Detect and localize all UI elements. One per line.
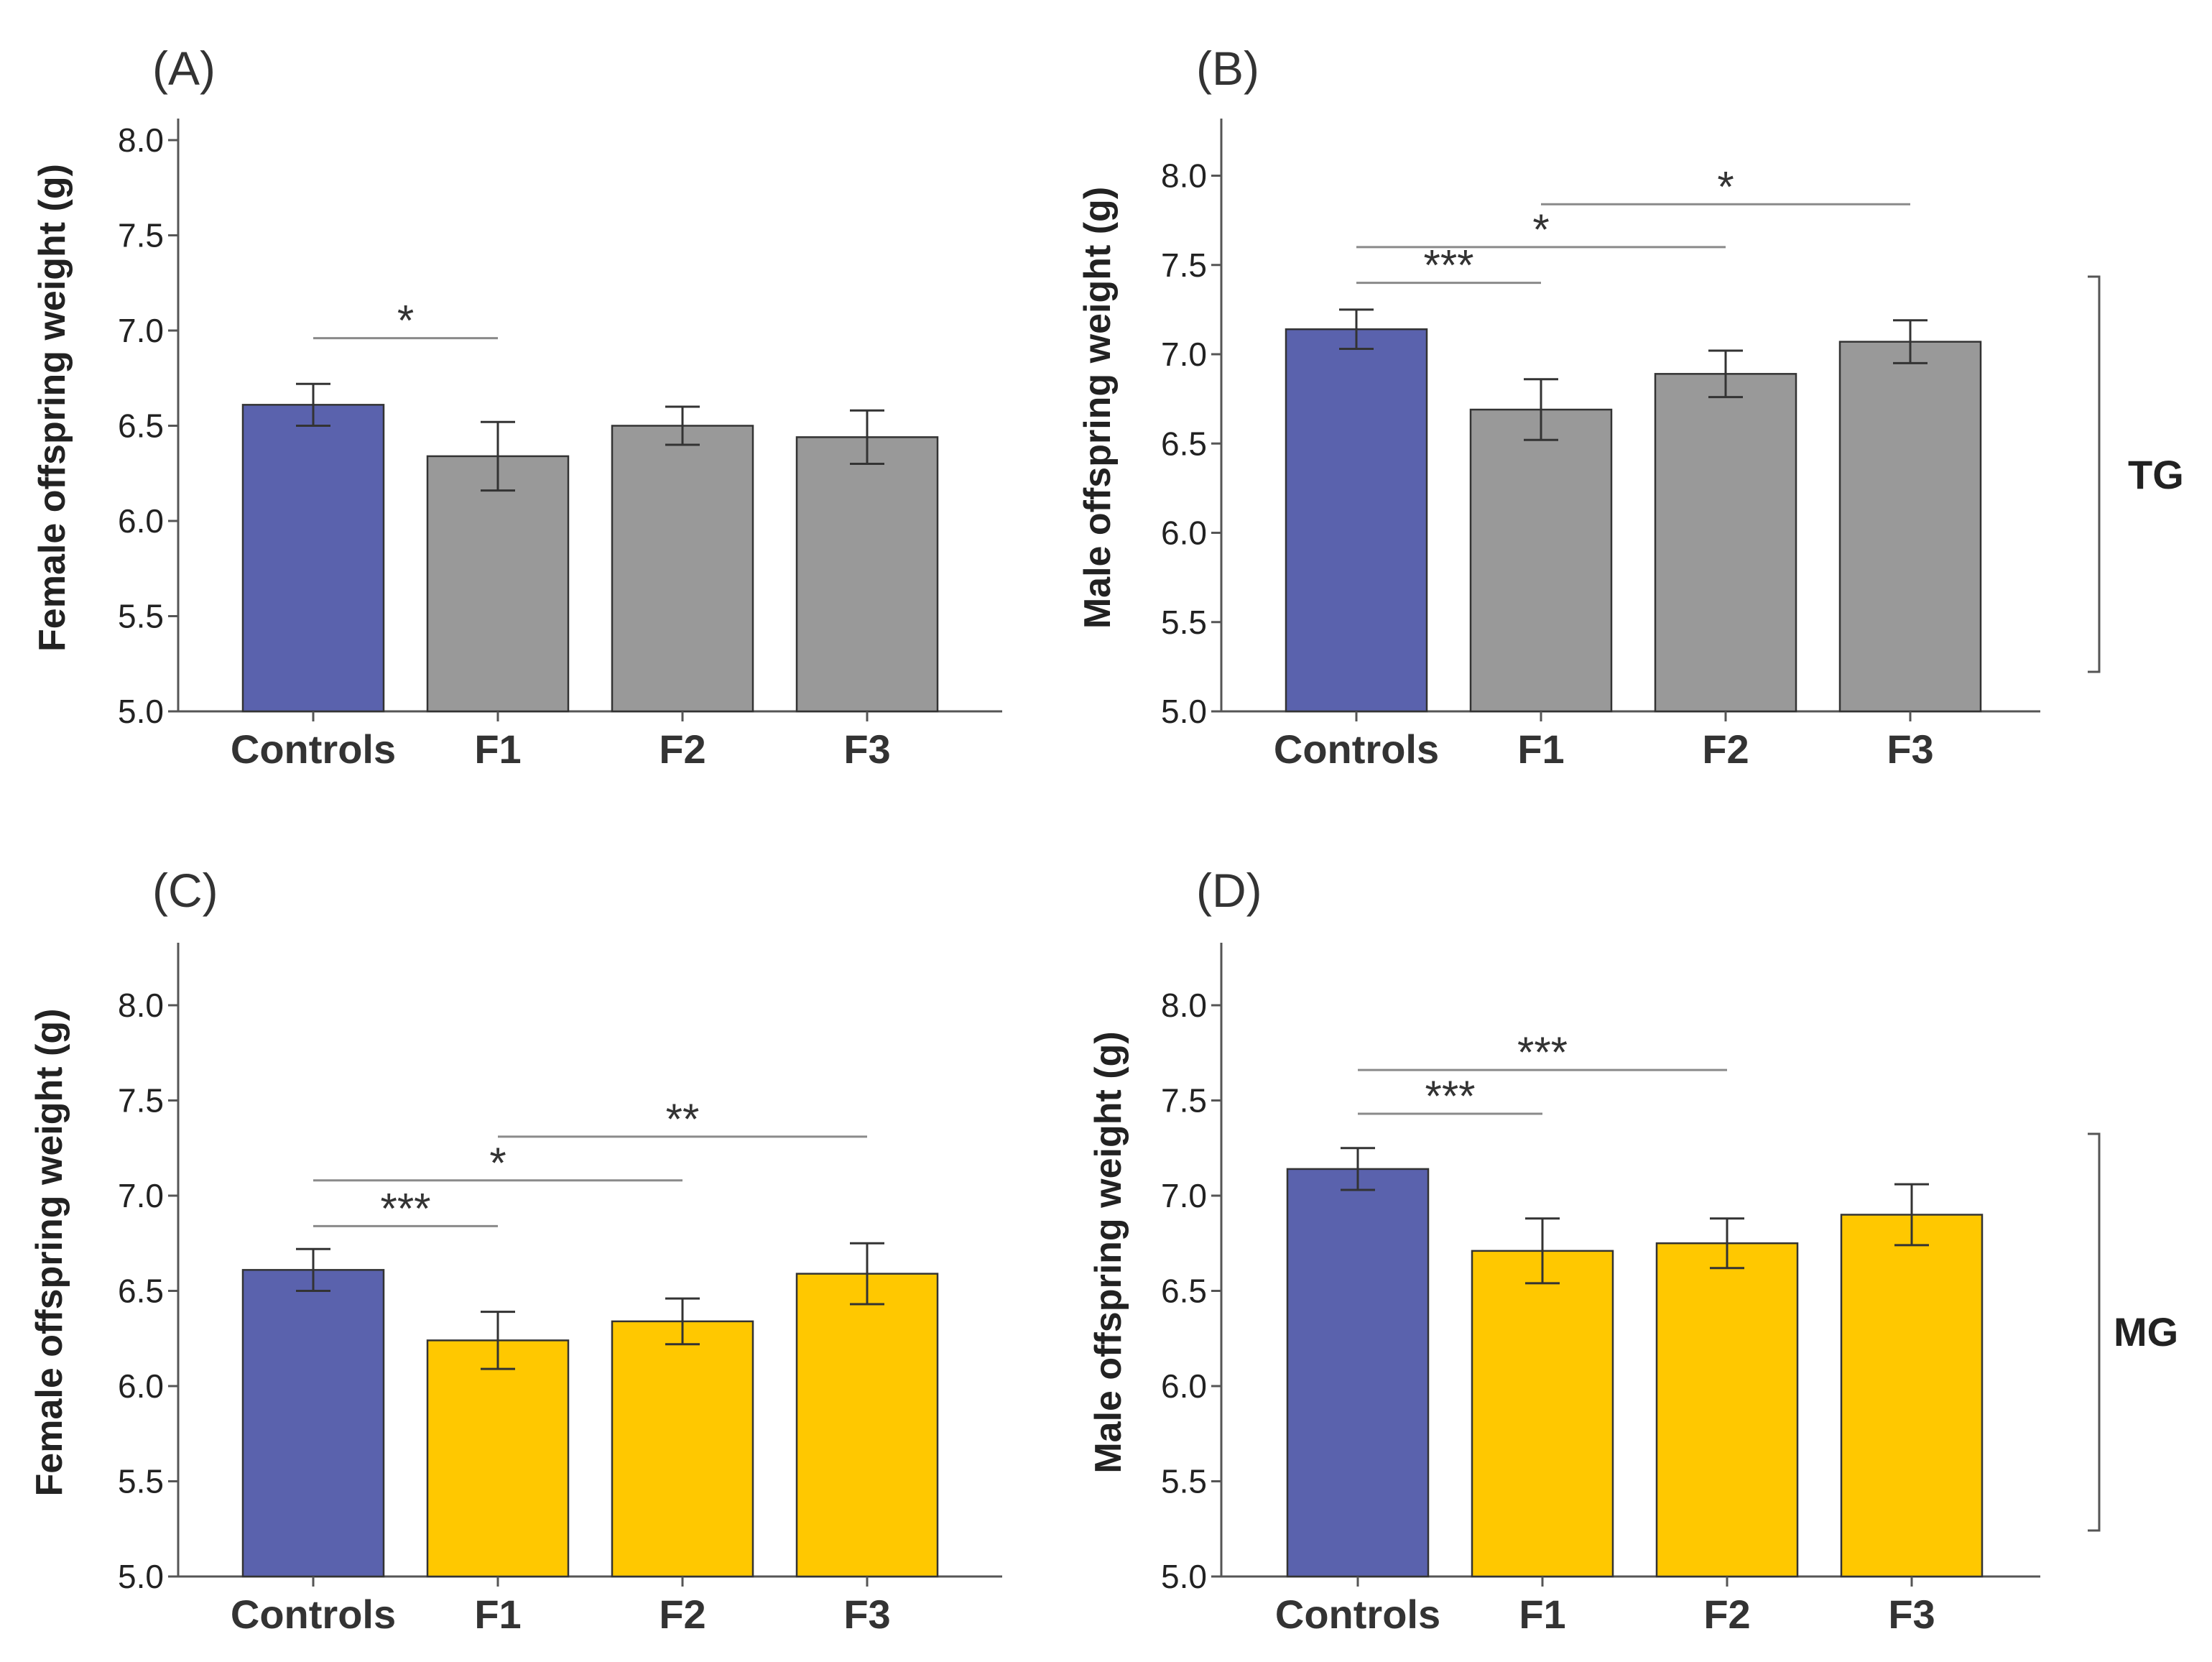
y-tick-label: 7.5: [1161, 1082, 1207, 1119]
panel-label: (A): [152, 42, 216, 95]
bar-controls: [241, 404, 385, 713]
x-tick-label: F1: [474, 1592, 521, 1637]
bar-f1: [426, 455, 570, 713]
chart-panel-4: (D) Male offspring weight (g) 5.0 5.5 6.0 6.5…: [1088, 864, 2040, 1637]
panel-label: (D): [1196, 864, 1262, 917]
tg-group-label: TG: [2128, 452, 2184, 497]
y-tick-label: 7.0: [1161, 336, 1207, 373]
y-tick-label: 8.0: [1161, 157, 1207, 195]
bar-controls: [1286, 1168, 1430, 1578]
x-tick-label: Controls: [1274, 726, 1439, 772]
y-axis-label: Male offspring weight (g): [1088, 1031, 1129, 1473]
x-tick-label: F2: [659, 1592, 705, 1637]
y-tick-label: 5.5: [1161, 1463, 1207, 1500]
bar-f1: [1469, 408, 1613, 713]
bar-f2: [1655, 1242, 1799, 1578]
chart-panels: (A) Female offspring weight (g) 5.0 5.5 6.0 6…: [29, 42, 2040, 1637]
bar-f3: [1838, 341, 1982, 713]
y-tick-label: 6.5: [1161, 425, 1207, 462]
y-tick-label: 6.0: [118, 502, 164, 540]
panel-label: (C): [152, 864, 218, 917]
x-tick-label: Controls: [231, 1592, 396, 1637]
x-tick-label: F3: [843, 726, 890, 772]
significance-label: *: [1532, 206, 1549, 254]
bar-f2: [611, 1320, 754, 1578]
significance-label: *: [397, 297, 414, 345]
bar-f1: [1471, 1250, 1614, 1578]
significance-label: **: [666, 1095, 700, 1143]
y-tick-label: 5.0: [1161, 1558, 1207, 1595]
bar-f3: [1840, 1214, 1984, 1578]
y-tick-label: 8.0: [118, 987, 164, 1024]
y-tick-label: 6.0: [1161, 514, 1207, 552]
y-tick-label: 7.0: [118, 1177, 164, 1214]
significance-label: ***: [1517, 1028, 1568, 1076]
x-tick-label: F1: [1519, 1592, 1565, 1637]
mg-group-label: MG: [2114, 1309, 2178, 1354]
y-tick-label: 5.5: [118, 1463, 164, 1500]
bar-f2: [611, 425, 754, 713]
y-tick-label: 8.0: [1161, 987, 1207, 1024]
panel-label: (B): [1196, 42, 1259, 95]
y-tick-label: 6.5: [118, 407, 164, 445]
mg-bracket: [2088, 1132, 2101, 1532]
x-tick-label: F1: [474, 726, 521, 772]
y-tick-label: 6.5: [1161, 1273, 1207, 1310]
y-tick-label: 5.5: [1161, 604, 1207, 641]
chart-panel-1: (A) Female offspring weight (g) 5.0 5.5 6.0 6…: [32, 42, 1002, 772]
tg-bracket: [2088, 275, 2101, 673]
x-tick-label: F3: [1888, 1592, 1935, 1637]
y-tick-label: 7.5: [118, 1082, 164, 1119]
significance-label: *: [489, 1139, 506, 1187]
significance-label: ***: [1423, 241, 1473, 290]
bar-controls: [241, 1269, 385, 1578]
y-axis-label: Male offspring weight (g): [1077, 187, 1119, 629]
y-tick-label: 6.0: [118, 1367, 164, 1405]
x-tick-label: F1: [1517, 726, 1564, 772]
chart-panel-3: (C) Female offspring weight (g) 5.0 5.5 6.0 6…: [29, 864, 1002, 1637]
y-axis-label: Female offspring weight (g): [29, 1009, 70, 1497]
y-tick-label: 7.0: [1161, 1177, 1207, 1214]
significance-label: *: [1717, 162, 1734, 211]
x-tick-label: F2: [659, 726, 705, 772]
x-tick-label: Controls: [231, 726, 396, 772]
x-tick-label: F3: [843, 1592, 890, 1637]
y-tick-label: 7.5: [1161, 246, 1207, 284]
significance-label: ***: [380, 1184, 430, 1232]
bar-controls: [1285, 328, 1428, 713]
significance-label: ***: [1425, 1072, 1475, 1120]
y-tick-label: 5.0: [118, 1558, 164, 1595]
x-tick-label: F3: [1887, 726, 1933, 772]
y-tick-label: 7.5: [118, 217, 164, 254]
x-tick-label: Controls: [1275, 1592, 1440, 1637]
y-tick-label: 8.0: [118, 121, 164, 159]
x-tick-label: F2: [1703, 1592, 1750, 1637]
y-tick-label: 5.0: [118, 693, 164, 730]
chart-panel-2: (B) Male offspring weight (g) 5.0 5.5 6.0 6.5…: [1077, 42, 2040, 772]
y-tick-label: 5.5: [118, 598, 164, 635]
bar-f3: [795, 436, 939, 713]
bar-f1: [426, 1339, 570, 1578]
y-tick-label: 5.0: [1161, 693, 1207, 730]
y-tick-label: 6.0: [1161, 1367, 1207, 1405]
bar-f2: [1654, 373, 1797, 713]
y-tick-label: 6.5: [118, 1273, 164, 1310]
x-tick-label: F2: [1702, 726, 1749, 772]
bar-f3: [795, 1273, 939, 1578]
y-tick-label: 7.0: [118, 312, 164, 349]
y-axis-label: Female offspring weight (g): [32, 164, 73, 652]
